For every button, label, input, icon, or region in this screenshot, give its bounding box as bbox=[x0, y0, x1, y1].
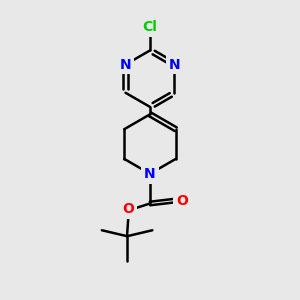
Text: O: O bbox=[176, 194, 188, 208]
Text: N: N bbox=[144, 167, 156, 181]
Text: N: N bbox=[120, 58, 131, 71]
Text: N: N bbox=[169, 58, 180, 71]
Text: O: O bbox=[123, 202, 134, 216]
Text: Cl: Cl bbox=[142, 20, 158, 34]
